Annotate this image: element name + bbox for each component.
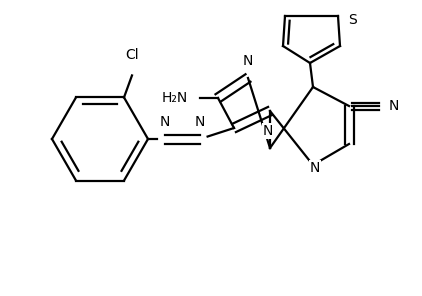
Text: N: N <box>195 115 205 129</box>
Text: S: S <box>348 13 357 27</box>
Text: N: N <box>389 99 399 113</box>
Text: N: N <box>243 54 253 68</box>
Text: Cl: Cl <box>125 49 139 62</box>
Text: H₂N: H₂N <box>162 91 188 105</box>
Text: N: N <box>310 161 320 175</box>
Text: N: N <box>263 124 273 138</box>
Text: N: N <box>160 115 170 129</box>
